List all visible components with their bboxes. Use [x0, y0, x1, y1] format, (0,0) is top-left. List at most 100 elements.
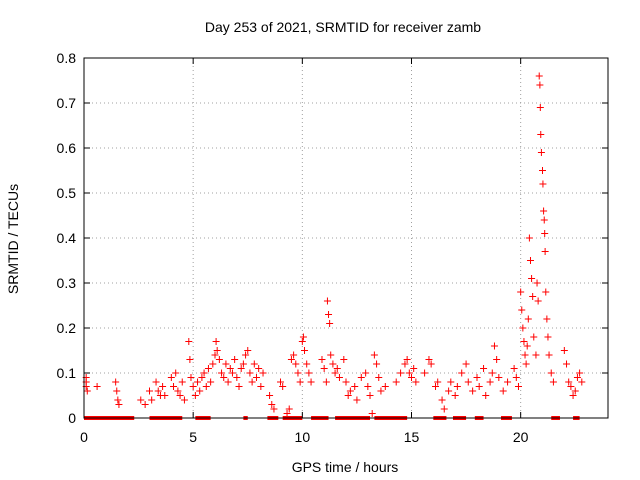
data-point — [220, 374, 228, 381]
data-point — [563, 360, 571, 368]
data-point — [204, 365, 212, 372]
data-point — [248, 378, 256, 386]
data-point — [259, 369, 267, 377]
data-point — [266, 392, 274, 399]
data-point — [438, 396, 446, 404]
data-point — [146, 387, 153, 395]
data-point — [298, 338, 306, 345]
data-point — [408, 374, 415, 381]
data-point — [495, 374, 503, 381]
data-point — [521, 351, 529, 359]
data-point — [226, 365, 234, 372]
data-point — [237, 365, 245, 372]
data-point — [114, 396, 122, 404]
data-point — [148, 396, 156, 404]
data-point — [567, 383, 575, 390]
x-tick-label: 20 — [513, 429, 529, 445]
data-point — [287, 356, 295, 363]
data-point — [540, 207, 548, 215]
data-point — [571, 387, 579, 395]
data-point — [191, 392, 199, 399]
data-point — [364, 383, 372, 390]
data-point — [425, 356, 433, 363]
data-point — [340, 356, 348, 363]
data-point — [154, 387, 162, 395]
data-point — [112, 378, 120, 386]
data-point — [152, 378, 160, 386]
y-tick-label: 0.8 — [57, 50, 77, 66]
data-point — [536, 104, 544, 111]
data-point — [432, 383, 440, 390]
data-point — [322, 378, 330, 386]
data-point — [377, 387, 385, 395]
data-point — [200, 369, 208, 377]
data-point — [187, 374, 195, 381]
data-point — [573, 374, 581, 381]
data-point — [174, 387, 182, 395]
data-point — [246, 369, 254, 377]
data-point — [277, 378, 284, 386]
data-point — [176, 392, 184, 399]
data-point — [469, 387, 477, 395]
data-point — [512, 374, 520, 381]
data-point — [528, 275, 536, 282]
x-tick-label: 10 — [295, 429, 311, 445]
data-point — [486, 378, 494, 386]
data-point — [397, 369, 405, 377]
data-point — [215, 356, 223, 363]
data-point — [543, 315, 551, 323]
data-point — [93, 383, 101, 390]
data-point — [342, 378, 350, 386]
data-point — [401, 360, 409, 368]
data-point — [453, 383, 461, 390]
data-point — [473, 374, 481, 381]
data-point — [344, 392, 352, 399]
data-point — [307, 378, 315, 386]
y-tick-label: 0 — [68, 410, 76, 426]
data-point — [427, 360, 435, 368]
data-point — [353, 396, 361, 404]
data-point — [329, 360, 337, 368]
data-point — [514, 383, 522, 390]
data-point — [530, 333, 538, 341]
data-point — [292, 360, 300, 368]
data-point — [537, 131, 545, 138]
data-point — [392, 378, 400, 386]
data-point — [252, 374, 260, 381]
data-point — [434, 378, 442, 386]
data-point — [198, 374, 206, 381]
data-point — [368, 410, 376, 417]
data-point — [257, 383, 265, 390]
data-point — [202, 383, 210, 390]
data-point — [537, 149, 545, 156]
data-point — [451, 392, 459, 399]
data-point — [549, 378, 557, 386]
data-point — [218, 369, 226, 377]
data-point — [303, 360, 311, 368]
data-point — [539, 167, 546, 174]
data-point — [366, 392, 374, 399]
data-point — [445, 387, 453, 395]
axis-ticks: 0 0.1 0.2 0.3 0.4 0.5 0.6 0.7 0.8 0 5 10 15 20 — [57, 50, 608, 445]
data-point — [520, 338, 528, 345]
data-point — [536, 81, 544, 89]
data-point — [268, 401, 276, 408]
data-point — [357, 374, 365, 381]
data-point — [233, 374, 241, 381]
data-point — [346, 387, 354, 395]
data-point — [541, 248, 549, 255]
data-point — [540, 216, 548, 224]
y-tick-label: 0.1 — [57, 365, 77, 381]
data-point — [270, 405, 278, 413]
y-tick-label: 0.4 — [57, 230, 77, 246]
data-point — [421, 369, 429, 377]
y-tick-label: 0.6 — [57, 140, 77, 156]
data-point — [159, 383, 167, 390]
data-point — [212, 338, 220, 345]
data-point — [410, 365, 418, 372]
data-point — [524, 315, 532, 323]
data-point — [462, 360, 470, 368]
data-point — [115, 401, 123, 408]
data-point — [228, 369, 236, 377]
data-point — [565, 378, 573, 386]
